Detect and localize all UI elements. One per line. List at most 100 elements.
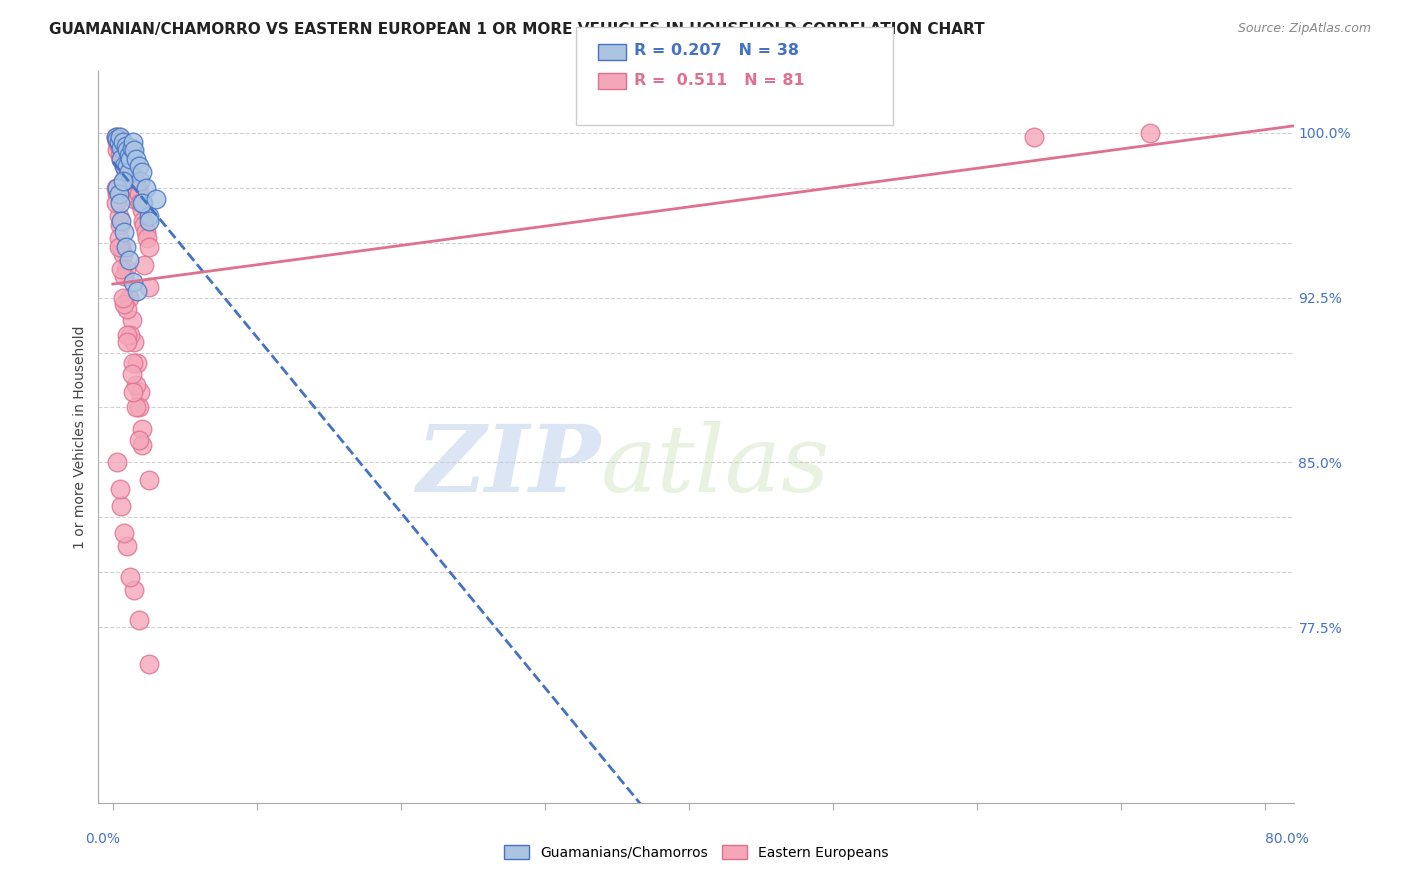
Point [111,136,134,151]
Point [138,657,160,672]
Point [128,187,150,202]
Point [107,210,129,224]
Point [107,135,129,149]
Point [112,268,135,283]
Point [138,213,160,227]
Point [120,181,142,195]
Point [118,156,141,170]
Point [110,152,132,166]
Point [128,434,150,448]
Point [110,240,132,254]
Point [120,152,142,166]
Point [122,275,145,289]
Point [114,165,136,179]
Point [131,438,153,452]
Text: 0.0%: 0.0% [86,832,120,846]
Point [124,144,146,158]
Point [105,135,128,149]
Point [112,525,135,540]
Point [110,141,132,155]
Point [129,196,152,211]
Point [118,291,141,305]
Point [127,183,149,197]
Point [120,327,142,342]
Point [110,152,132,166]
Point [105,132,128,146]
Point [118,174,141,188]
Point [115,301,138,316]
Point [138,279,160,293]
Point [129,385,152,400]
Point [115,334,138,349]
Point [131,422,153,436]
Point [112,225,135,239]
Point [108,218,131,232]
Point [107,187,129,202]
Y-axis label: 1 or more Vehicles in Household: 1 or more Vehicles in Household [73,326,87,549]
Point [112,144,135,158]
Point [134,258,156,272]
Point [104,130,127,145]
Point [105,181,128,195]
Point [132,196,155,211]
Text: atlas: atlas [600,421,830,511]
Point [108,482,131,496]
Point [111,291,134,305]
Point [107,130,129,145]
Text: R =  0.511   N = 81: R = 0.511 N = 81 [634,73,804,87]
Point [111,246,134,260]
Point [136,231,159,245]
Point [138,473,160,487]
Point [128,159,150,173]
Point [124,582,146,597]
Point [135,181,157,195]
Point [121,141,143,155]
Point [105,187,128,202]
Point [124,174,146,188]
Point [115,152,138,166]
Point [131,196,153,211]
Point [1024,130,1046,145]
Point [104,196,127,211]
Point [114,240,136,254]
Point [120,569,142,583]
Point [107,139,129,153]
Point [107,231,129,245]
Point [115,169,138,184]
Point [138,210,160,224]
Point [125,178,148,193]
Point [110,139,132,153]
Point [121,165,143,179]
Point [138,240,160,254]
Point [118,165,141,179]
Point [105,144,128,158]
Point [128,401,150,415]
Point [111,135,134,149]
Point [118,148,141,162]
Point [128,614,150,628]
Point [112,159,135,173]
Point [110,262,132,277]
Point [115,144,138,158]
Text: ZIP: ZIP [416,421,600,511]
Point [110,213,132,227]
Point [122,385,145,400]
Point [112,297,135,311]
Point [134,218,156,232]
Point [108,196,131,211]
Point [112,159,135,173]
Point [104,130,127,145]
Point [112,174,135,188]
Point [145,192,167,206]
Point [135,225,157,239]
Point [115,327,138,342]
Point [114,139,136,153]
Text: Source: ZipAtlas.com: Source: ZipAtlas.com [1237,22,1371,36]
Point [114,262,136,277]
Point [120,161,142,175]
Point [127,284,149,298]
Point [122,135,145,149]
Point [111,174,134,188]
Point [110,500,132,514]
Point [124,334,146,349]
